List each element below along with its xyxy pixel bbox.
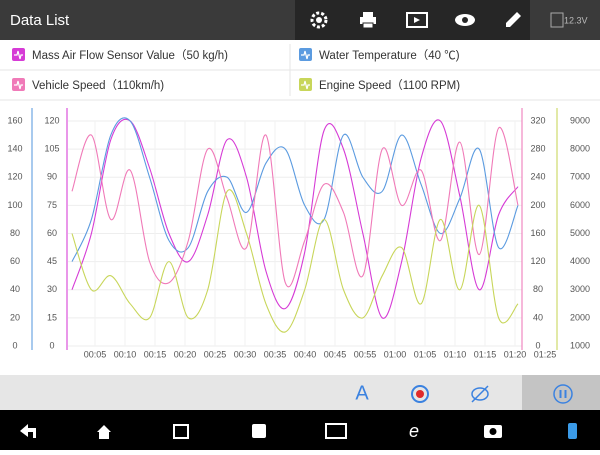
- y-tick-label: 6000: [570, 200, 590, 210]
- x-tick-label: 01:10: [444, 349, 467, 359]
- legend-label: Water Temperature（40 ℃): [319, 49, 460, 62]
- y-tick-label: 0: [535, 340, 540, 350]
- x-tick-label: 00:55: [354, 349, 377, 359]
- vci-button[interactable]: [252, 424, 266, 438]
- y-tick-label: 40: [533, 312, 543, 322]
- y-tick-label: 20: [10, 312, 20, 322]
- legend-item[interactable]: Mass Air Flow Sensor Value（50 kg/h): [12, 48, 228, 62]
- back-button[interactable]: [20, 424, 36, 438]
- edit-button[interactable]: [506, 12, 521, 27]
- y-tick-label: 160: [530, 228, 545, 238]
- y-tick-label: 140: [7, 144, 22, 154]
- battery-icon: [550, 12, 564, 28]
- x-tick-label: 01:00: [384, 349, 407, 359]
- nav-bar: [0, 410, 600, 450]
- y-tick-label: 120: [7, 172, 22, 182]
- x-tick-label: 01:25: [534, 349, 557, 359]
- y-tick-label: 7000: [570, 172, 590, 182]
- bottom-toolbar: [0, 375, 600, 410]
- y-tick-label: 45: [47, 256, 57, 266]
- connection-button[interactable]: [568, 423, 577, 439]
- y-tick-label: 60: [47, 228, 57, 238]
- x-tick-label: 00:30: [234, 349, 257, 359]
- record-button[interactable]: [411, 385, 429, 403]
- x-tick-label: 00:35: [264, 349, 287, 359]
- legend-icon: [14, 50, 23, 60]
- y-tick-label: 80: [533, 284, 543, 294]
- y-tick-label: 60: [10, 256, 20, 266]
- series-line: [71, 118, 519, 319]
- toolbar-icons: [295, 0, 530, 40]
- y-tick-label: 9000: [570, 115, 590, 125]
- x-tick-label: 00:10: [114, 349, 137, 359]
- hide-button[interactable]: [471, 385, 489, 403]
- x-tick-label: 00:20: [174, 349, 197, 359]
- x-tick-label: 00:25: [204, 349, 227, 359]
- screenshot-button[interactable]: [484, 425, 502, 438]
- y-tick-label: 120: [44, 115, 59, 125]
- series-line: [71, 117, 519, 262]
- legend-icon: [301, 80, 310, 90]
- legend-label: Engine Speed（1100 RPM): [319, 79, 460, 92]
- screen-mirror-button[interactable]: [325, 423, 347, 439]
- battery-voltage: 12.3V: [564, 15, 588, 25]
- y-tick-label: 1000: [570, 340, 590, 350]
- y-tick-label: 280: [530, 144, 545, 154]
- x-tick-label: 00:05: [84, 349, 107, 359]
- y-tick-label: 3000: [570, 284, 590, 294]
- legend-label: Vehicle Speed（110km/h): [32, 79, 164, 92]
- y-tick-label: 200: [530, 200, 545, 210]
- y-tick-label: 30: [47, 284, 57, 294]
- y-tick-label: 4000: [570, 256, 590, 266]
- series-line: [71, 189, 519, 333]
- browser-button[interactable]: e: [409, 421, 419, 441]
- y-tick-label: 100: [7, 200, 22, 210]
- legend-item[interactable]: Engine Speed（1100 RPM): [299, 78, 460, 92]
- y-tick-label: 90: [47, 172, 57, 182]
- y-tick-label: 160: [7, 115, 22, 125]
- y-tick-label: 240: [530, 172, 545, 182]
- y-tick-label: 15: [47, 312, 57, 322]
- home-button[interactable]: [97, 425, 111, 439]
- recent-apps-button[interactable]: [173, 424, 189, 439]
- legend-item[interactable]: Vehicle Speed（110km/h): [12, 78, 164, 92]
- y-tick-label: 80: [10, 228, 20, 238]
- record-video-button[interactable]: [406, 12, 428, 28]
- y-tick-label: 105: [44, 144, 59, 154]
- x-tick-label: 01:05: [414, 349, 437, 359]
- view-button[interactable]: [455, 14, 475, 26]
- x-tick-label: 00:40: [294, 349, 317, 359]
- y-tick-label: 8000: [570, 144, 590, 154]
- y-tick-label: 0: [12, 340, 17, 350]
- legend-icon: [14, 80, 23, 90]
- series-line: [71, 127, 519, 287]
- x-tick-label: 00:45: [324, 349, 347, 359]
- font-button[interactable]: A: [355, 382, 369, 404]
- x-tick-label: 01:15: [474, 349, 497, 359]
- y-tick-label: 320: [530, 115, 545, 125]
- y-tick-label: 2000: [570, 312, 590, 322]
- chart-panel: [0, 101, 600, 375]
- x-tick-label: 01:20: [504, 349, 527, 359]
- y-tick-label: 40: [10, 284, 20, 294]
- y-tick-label: 120: [530, 256, 545, 266]
- settings-button[interactable]: [310, 11, 328, 29]
- legend-item[interactable]: Water Temperature（40 ℃): [299, 48, 460, 62]
- y-tick-label: 0: [49, 340, 54, 350]
- x-tick-label: 00:15: [144, 349, 167, 359]
- legend-icon: [301, 50, 310, 60]
- print-button[interactable]: [360, 12, 376, 29]
- legend-label: Mass Air Flow Sensor Value（50 kg/h): [32, 49, 228, 62]
- y-tick-label: 5000: [570, 228, 590, 238]
- y-tick-label: 75: [47, 200, 57, 210]
- pause-button[interactable]: [553, 384, 573, 404]
- page-title: Data List: [10, 12, 70, 29]
